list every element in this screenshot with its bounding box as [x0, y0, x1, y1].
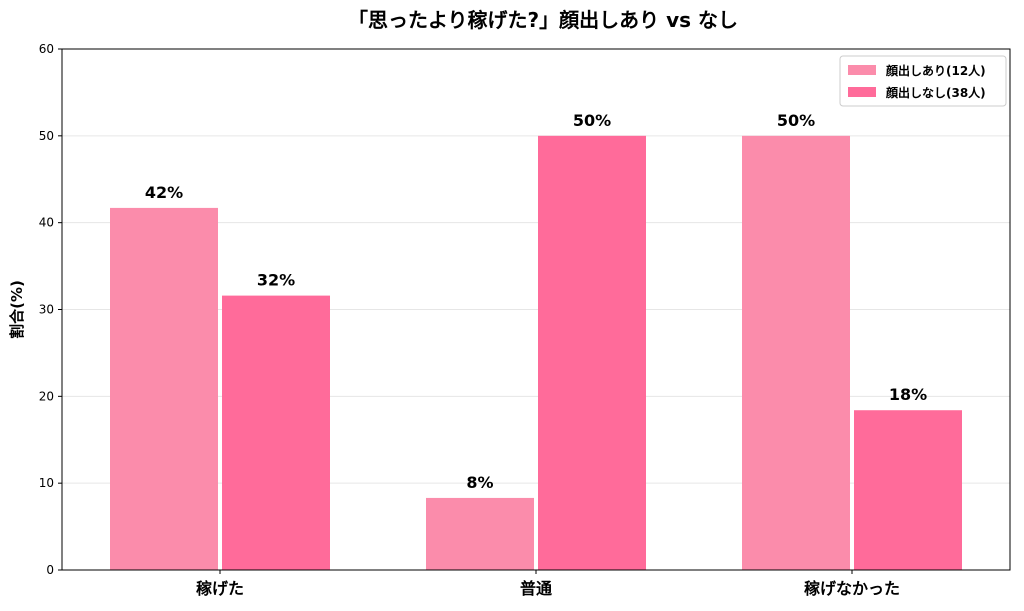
data-label: 42%	[145, 183, 183, 202]
bar	[110, 208, 218, 570]
y-tick-label: 60	[39, 42, 54, 56]
legend-swatch	[848, 87, 876, 97]
data-label: 32%	[257, 271, 295, 290]
data-label: 8%	[466, 473, 493, 492]
legend-label: 顔出しなし(38人)	[885, 85, 986, 100]
data-label: 18%	[889, 385, 927, 404]
bar	[538, 136, 646, 570]
y-tick-label: 20	[39, 389, 54, 403]
x-tick-label: 稼げた	[196, 579, 244, 598]
bar	[854, 410, 962, 570]
y-tick-label: 30	[39, 303, 54, 317]
y-tick-label: 40	[39, 216, 54, 230]
y-tick-label: 10	[39, 476, 54, 490]
x-axis-ticks: 稼げた 普通 稼げなかった	[196, 570, 900, 598]
data-label: 50%	[573, 111, 611, 130]
bar	[426, 498, 534, 570]
y-tick-label: 0	[46, 563, 54, 577]
legend: 顔出しあり(12人) 顔出しなし(38人)	[840, 56, 1006, 106]
data-label: 50%	[777, 111, 815, 130]
legend-label: 顔出しあり(12人)	[885, 63, 986, 78]
bars	[110, 136, 962, 570]
y-axis-ticks: 0 10 20 30 40 50 60	[39, 42, 62, 577]
y-tick-label: 50	[39, 129, 54, 143]
bar	[222, 296, 330, 570]
x-tick-label: 稼げなかった	[804, 579, 900, 598]
x-tick-label: 普通	[520, 579, 552, 598]
legend-swatch	[848, 65, 876, 75]
bar	[742, 136, 850, 570]
chart-title: 「思ったより稼げた?」顔出しあり vs なし	[348, 8, 738, 32]
y-axis-label: 割合(%)	[8, 280, 26, 339]
